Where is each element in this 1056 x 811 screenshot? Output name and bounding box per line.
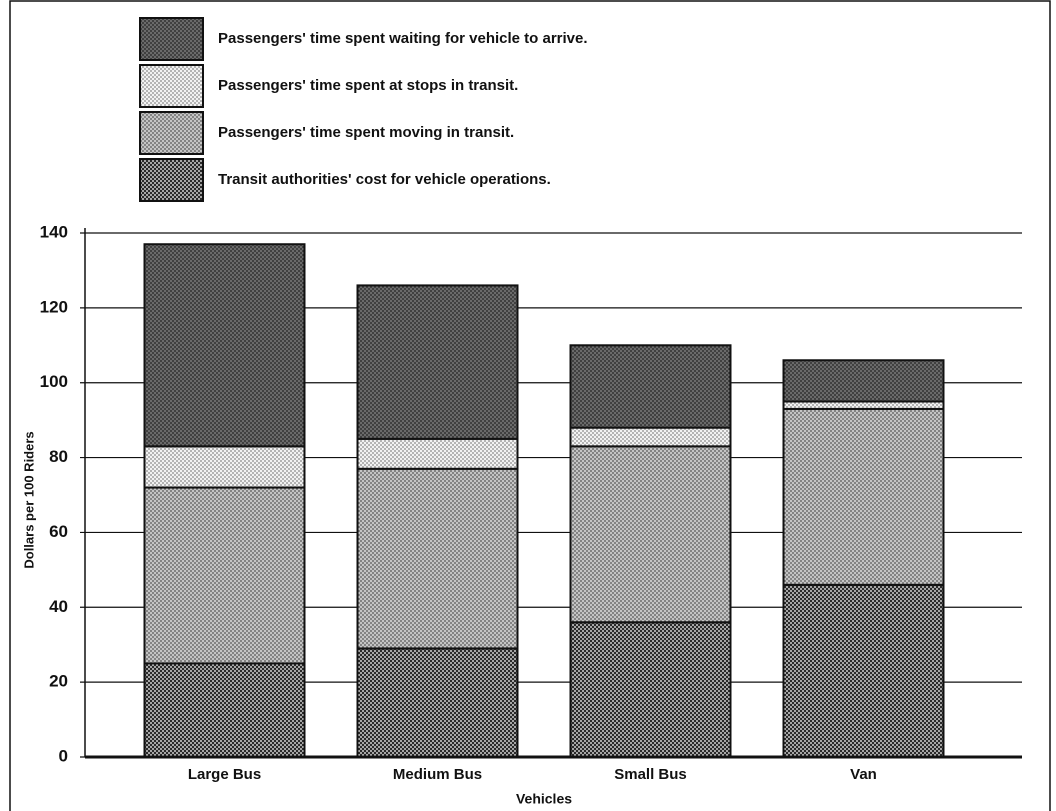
x-tick-label: Large Bus (188, 766, 261, 783)
x-tick-label: Van (850, 766, 877, 783)
bar-segment (356, 284, 519, 440)
y-tick-label: 0 (59, 746, 68, 765)
y-tick-label: 20 (49, 672, 68, 691)
bar-segment (356, 437, 519, 470)
bar-segment (782, 400, 945, 410)
y-tick-label: 120 (40, 297, 68, 316)
bar-segment (782, 407, 945, 586)
bar-segment (782, 583, 945, 758)
x-tick-label: Medium Bus (393, 766, 482, 783)
legend-label: Passengers' time spent at stops in trans… (218, 77, 518, 94)
legend-label: Passengers' time spent waiting for vehic… (218, 30, 588, 47)
y-tick-label: 140 (40, 222, 68, 241)
y-tick-label: 60 (49, 522, 68, 541)
bar-segment (569, 426, 732, 448)
bar-segment (143, 486, 306, 665)
legend-swatch (139, 158, 204, 202)
bar-segment (569, 621, 732, 758)
bar-segment (782, 359, 945, 403)
bar-segment (143, 662, 306, 759)
frame (9, 0, 1051, 811)
bar-segment (143, 243, 306, 448)
legend-label: Transit authorities' cost for vehicle op… (218, 171, 551, 188)
y-axis-label: Dollars per 100 Riders (21, 431, 36, 568)
y-tick-label: 80 (49, 447, 68, 466)
legend-swatch (139, 64, 204, 108)
x-axis-label: Vehicles (516, 791, 572, 807)
bar-segment (356, 647, 519, 759)
legend-swatch (139, 111, 204, 155)
bar-segment (569, 344, 732, 429)
bar-segment (569, 445, 732, 624)
x-tick-label: Small Bus (614, 766, 687, 783)
y-tick-label: 40 (49, 597, 68, 616)
bar-segment (356, 467, 519, 650)
legend-label: Passengers' time spent moving in transit… (218, 124, 514, 141)
bar-segment (143, 445, 306, 489)
legend-swatch (139, 17, 204, 61)
y-tick-label: 100 (40, 372, 68, 391)
